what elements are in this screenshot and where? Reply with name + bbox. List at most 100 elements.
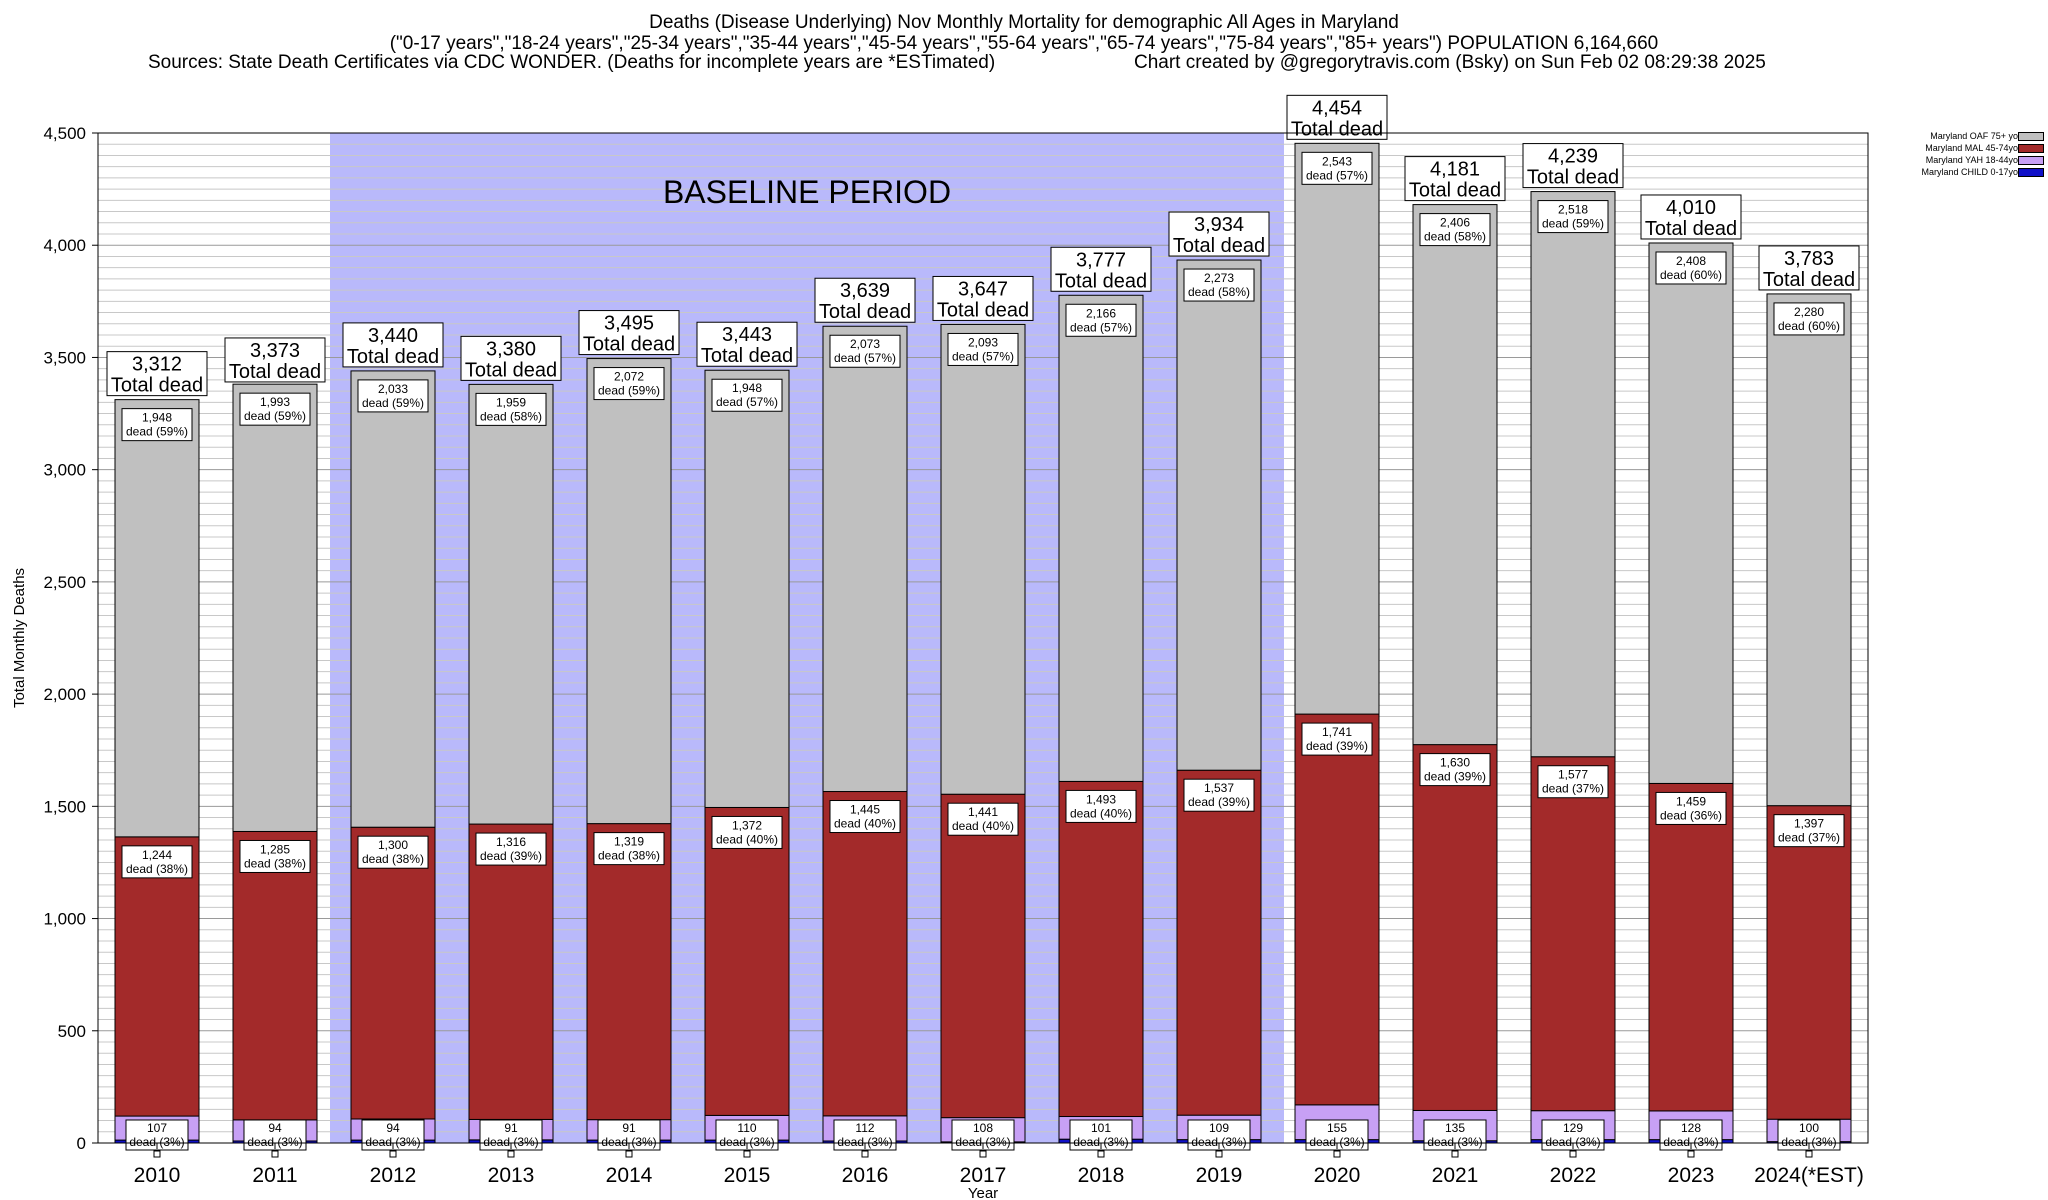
data-label-box xyxy=(1065,303,1137,337)
y-tick-label: 0 xyxy=(77,1134,86,1153)
total-label-value: 3,443 xyxy=(722,324,772,346)
y-axis-label: Total Monthly Deaths xyxy=(11,568,28,708)
x-tick-label: 2013 xyxy=(488,1164,535,1187)
y-tick-label: 2,500 xyxy=(43,573,86,592)
data-label-pct: dead (59%) xyxy=(1542,217,1604,231)
bar-segment xyxy=(1058,294,1144,782)
bar-segment xyxy=(1648,782,1734,1112)
y-tick-label: 1,000 xyxy=(43,910,86,929)
data-label-value: 1,441 xyxy=(968,805,998,819)
bar-segment xyxy=(1176,769,1262,1116)
bar-segment xyxy=(1530,191,1616,758)
bar-segment xyxy=(940,793,1026,1119)
data-label-value: 112 xyxy=(855,1121,874,1135)
data-label-value: 1,948 xyxy=(142,411,172,425)
legend-label: Maryland OAF 75+ yo xyxy=(1930,131,2018,141)
data-label-value: 100 xyxy=(1799,1121,1819,1135)
data-label-box xyxy=(475,832,547,866)
chart-header: Deaths (Disease Underlying) Nov Monthly … xyxy=(0,12,2048,54)
data-label-pct: dead (57%) xyxy=(1070,320,1132,334)
data-label-pct: dead (59%) xyxy=(598,384,660,398)
data-label-value: 91 xyxy=(504,1121,518,1135)
data-label-box xyxy=(1537,765,1609,799)
data-label-value: 1,537 xyxy=(1204,781,1234,795)
x-tick-label: 2019 xyxy=(1196,1164,1243,1187)
data-label-value: 109 xyxy=(1209,1121,1229,1135)
total-label-value: 3,373 xyxy=(250,340,300,362)
total-label-value: 3,647 xyxy=(958,278,1008,300)
total-label-box xyxy=(106,351,208,397)
bar-segment xyxy=(350,826,436,1120)
total-label-box xyxy=(1404,156,1506,202)
child-marker xyxy=(1451,1150,1459,1158)
data-label-pct: dead (59%) xyxy=(126,425,188,439)
x-tick-label: 2012 xyxy=(370,1164,417,1187)
data-label-pct: dead (3%) xyxy=(601,1135,656,1149)
data-label-pct: dead (38%) xyxy=(244,856,306,870)
data-label-value: 1,493 xyxy=(1086,792,1116,806)
total-label-suffix: Total dead xyxy=(229,361,321,383)
bar-segment xyxy=(1294,142,1380,715)
bar-segment xyxy=(1176,259,1262,771)
data-label-value: 1,319 xyxy=(614,835,644,849)
legend-item: Maryland MAL 45-74yo xyxy=(1876,142,2046,154)
data-label-box xyxy=(1537,200,1609,234)
child-marker xyxy=(625,1150,633,1158)
total-label-suffix: Total dead xyxy=(1409,180,1501,202)
child-marker xyxy=(1333,1150,1341,1158)
chart-subtitle: ("0-17 years","18-24 years","25-34 years… xyxy=(389,33,1659,54)
bar-segment xyxy=(1412,744,1498,1111)
total-label-suffix: Total dead xyxy=(465,359,557,381)
child-marker xyxy=(153,1150,161,1158)
bar-segment xyxy=(1058,780,1144,1118)
total-label-box xyxy=(696,321,798,367)
legend-label: Maryland MAL 45-74yo xyxy=(1925,143,2018,153)
bar-segment xyxy=(1530,756,1616,1112)
bar-segment xyxy=(586,358,672,825)
bar-segment xyxy=(704,806,790,1116)
data-label-pct: dead (58%) xyxy=(480,409,542,423)
data-label-box xyxy=(1655,251,1727,285)
data-label-box xyxy=(475,392,547,426)
data-label-pct: dead (60%) xyxy=(1778,319,1840,333)
total-label-box xyxy=(460,335,562,381)
data-label-pct: dead (3%) xyxy=(719,1135,774,1149)
data-label-value: 2,543 xyxy=(1322,154,1352,168)
data-label-value: 91 xyxy=(622,1121,636,1135)
legend-swatch xyxy=(2018,156,2044,165)
data-label-box xyxy=(1183,268,1255,302)
created-by-text: Chart created by @gregorytravis.com (Bsk… xyxy=(1134,52,1766,73)
bar-segment xyxy=(232,383,318,832)
data-label-pct: dead (38%) xyxy=(126,862,188,876)
total-label-value: 3,440 xyxy=(368,325,418,347)
y-tick-label: 1,500 xyxy=(43,797,86,816)
plot-frame xyxy=(97,132,1869,1144)
total-label-box xyxy=(1050,246,1152,292)
bar-segment xyxy=(468,823,554,1120)
total-label-suffix: Total dead xyxy=(819,301,911,323)
data-label-box xyxy=(357,379,429,413)
child-marker xyxy=(389,1150,397,1158)
bar-segment xyxy=(1766,293,1852,807)
data-label-box xyxy=(1419,753,1491,787)
data-label-pct: dead (39%) xyxy=(1306,739,1368,753)
legend: Maryland OAF 75+ yo Maryland MAL 45-74yo… xyxy=(1876,130,2046,178)
total-label-box xyxy=(578,310,680,356)
data-label-pct: dead (3%) xyxy=(129,1135,184,1149)
x-tick-label: 2016 xyxy=(842,1164,889,1187)
total-label-value: 3,639 xyxy=(840,280,890,302)
data-label-pct: dead (3%) xyxy=(837,1135,892,1149)
y-tick-label: 3,000 xyxy=(43,461,86,480)
data-label-pct: dead (59%) xyxy=(362,396,424,410)
total-label-value: 3,380 xyxy=(486,338,536,360)
bar-segment xyxy=(350,370,436,828)
data-label-value: 2,093 xyxy=(968,335,998,349)
data-label-pct: dead (3%) xyxy=(1781,1135,1836,1149)
data-label-pct: dead (3%) xyxy=(1191,1135,1246,1149)
total-label-box xyxy=(814,277,916,323)
data-label-value: 128 xyxy=(1681,1121,1701,1135)
child-marker xyxy=(507,1150,515,1158)
data-label-pct: dead (3%) xyxy=(247,1135,302,1149)
data-label-box xyxy=(711,815,783,849)
data-label-value: 2,166 xyxy=(1086,306,1116,320)
